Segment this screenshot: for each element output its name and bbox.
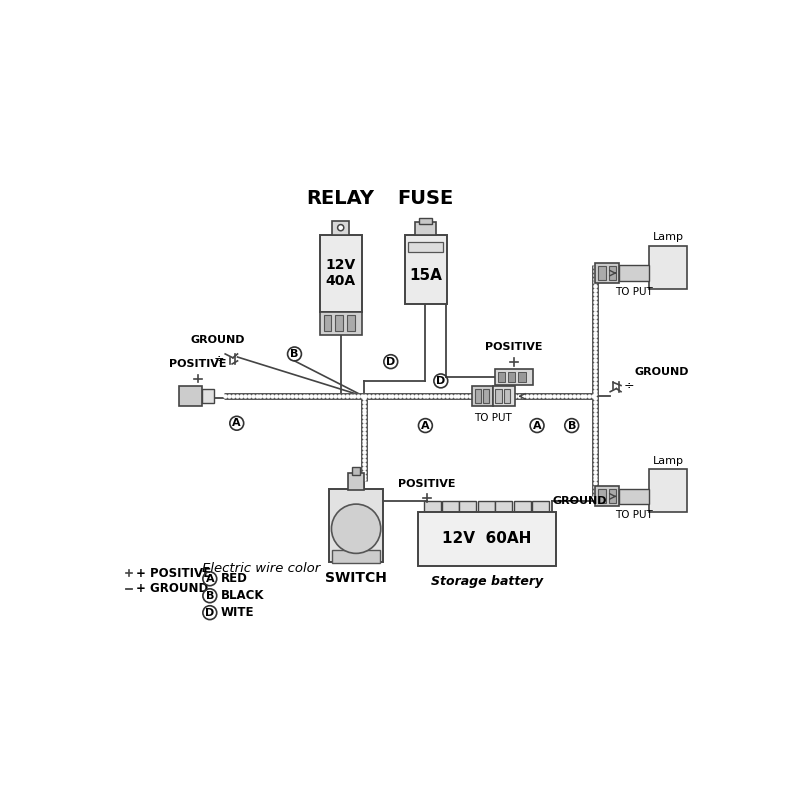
- Bar: [424, 501, 441, 512]
- Bar: [418, 512, 556, 566]
- Bar: [483, 390, 490, 403]
- Text: SWITCH: SWITCH: [325, 571, 387, 585]
- Bar: [514, 501, 531, 512]
- Bar: [405, 234, 447, 304]
- Text: RED: RED: [221, 572, 247, 586]
- Text: Lamp: Lamp: [653, 232, 683, 242]
- Bar: [594, 486, 619, 506]
- Bar: [495, 390, 502, 403]
- Bar: [472, 386, 493, 406]
- Bar: [329, 489, 383, 562]
- Bar: [332, 550, 380, 562]
- Bar: [609, 490, 616, 503]
- Text: Electric wire color: Electric wire color: [202, 562, 320, 575]
- Bar: [532, 501, 549, 512]
- Text: B: B: [567, 421, 576, 430]
- Bar: [649, 246, 687, 289]
- Bar: [594, 263, 619, 283]
- Bar: [504, 390, 510, 403]
- Bar: [347, 315, 354, 331]
- Text: Lamp: Lamp: [653, 456, 683, 466]
- Bar: [508, 372, 515, 382]
- Text: + POSITIVE: + POSITIVE: [136, 567, 211, 580]
- Circle shape: [331, 504, 381, 554]
- Text: A: A: [233, 418, 241, 428]
- Bar: [414, 222, 436, 234]
- Text: ÷: ÷: [214, 352, 224, 365]
- Bar: [419, 218, 431, 224]
- Text: WITE: WITE: [221, 606, 254, 619]
- Bar: [598, 266, 606, 280]
- Text: Storage battery: Storage battery: [431, 575, 543, 588]
- Bar: [494, 370, 534, 385]
- Text: A: A: [421, 421, 430, 430]
- Text: 12V
40A: 12V 40A: [326, 258, 356, 288]
- Text: A: A: [533, 421, 542, 430]
- Bar: [598, 490, 606, 503]
- Bar: [442, 501, 458, 512]
- Text: 12V  60AH: 12V 60AH: [442, 531, 532, 546]
- Bar: [320, 234, 362, 312]
- Bar: [349, 474, 364, 490]
- Bar: [609, 266, 616, 280]
- Bar: [518, 372, 526, 382]
- Bar: [478, 501, 494, 512]
- Text: D: D: [436, 376, 446, 386]
- Text: GROUND: GROUND: [635, 367, 690, 377]
- Bar: [202, 389, 214, 403]
- Text: RELAY: RELAY: [306, 189, 374, 208]
- Bar: [335, 315, 343, 331]
- Text: POSITIVE: POSITIVE: [170, 359, 227, 370]
- Text: TO PUT: TO PUT: [474, 414, 512, 423]
- Bar: [474, 390, 481, 403]
- Text: A: A: [206, 574, 214, 584]
- Bar: [498, 372, 506, 382]
- Text: ÷: ÷: [567, 494, 578, 507]
- Text: GROUND: GROUND: [553, 496, 607, 506]
- Text: GROUND: GROUND: [190, 334, 245, 345]
- Bar: [352, 467, 360, 475]
- Bar: [649, 470, 687, 512]
- Text: ÷: ÷: [624, 379, 634, 392]
- Text: B: B: [290, 349, 298, 359]
- Bar: [324, 315, 331, 331]
- Bar: [409, 242, 443, 251]
- Bar: [459, 501, 476, 512]
- Bar: [495, 501, 513, 512]
- Text: BLACK: BLACK: [221, 590, 264, 602]
- Text: TO PUT: TO PUT: [615, 287, 653, 297]
- Bar: [320, 312, 362, 334]
- Text: D: D: [386, 357, 395, 366]
- Text: POSITIVE: POSITIVE: [485, 342, 542, 353]
- Bar: [493, 386, 514, 406]
- Text: + GROUND: + GROUND: [136, 582, 208, 595]
- Circle shape: [338, 225, 344, 230]
- Bar: [619, 489, 649, 504]
- Bar: [619, 266, 649, 281]
- Bar: [332, 221, 349, 234]
- Text: 15A: 15A: [409, 268, 442, 283]
- Text: TO PUT: TO PUT: [615, 510, 653, 520]
- Text: B: B: [206, 590, 214, 601]
- Text: FUSE: FUSE: [398, 189, 454, 208]
- Text: D: D: [205, 608, 214, 618]
- Bar: [179, 386, 202, 406]
- Text: POSITIVE: POSITIVE: [398, 478, 456, 489]
